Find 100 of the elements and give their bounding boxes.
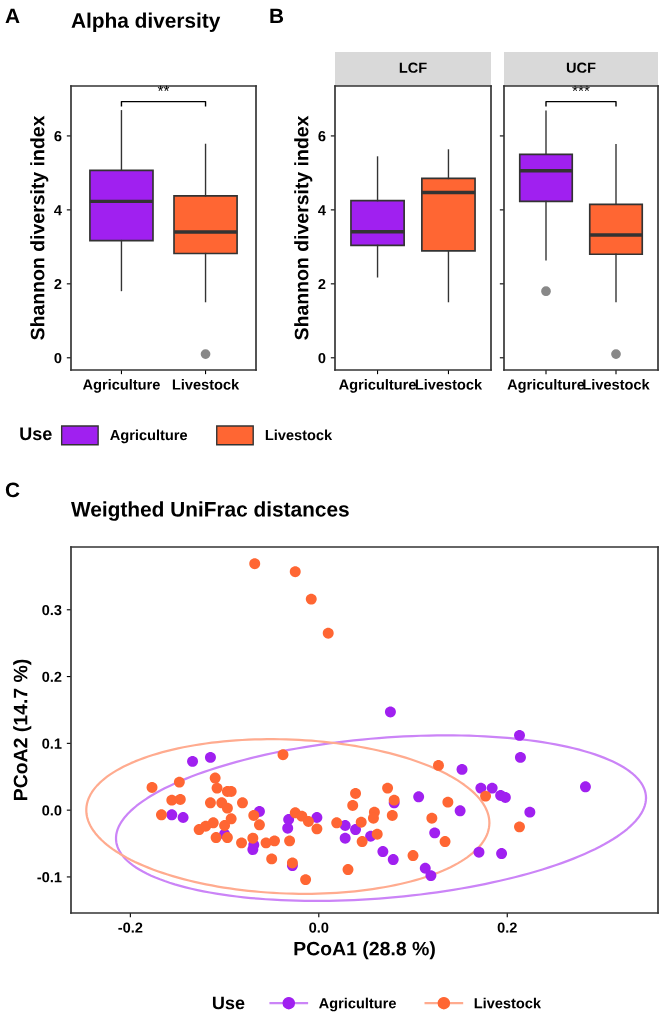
- point: [384, 706, 396, 718]
- point: [210, 832, 222, 843]
- chart-title: Weigthed UniFrac distances: [71, 501, 349, 521]
- legend-title: Use: [20, 427, 52, 441]
- x-tick-label: 0.2: [497, 922, 517, 933]
- chart-title: Alpha diversity: [71, 12, 221, 32]
- point: [284, 835, 296, 847]
- y-tick-label: 6: [54, 131, 62, 142]
- point: [187, 755, 199, 767]
- point: [146, 781, 158, 793]
- point: [475, 782, 487, 794]
- point: [289, 566, 301, 578]
- point: [442, 796, 454, 808]
- text: B: [270, 8, 284, 24]
- y-axis-title: PCoA2 (14.7 %): [13, 659, 32, 801]
- point: [302, 816, 314, 827]
- point: [350, 787, 362, 799]
- point: [473, 846, 485, 858]
- point: [237, 797, 248, 809]
- point: [173, 776, 185, 788]
- point: [331, 817, 343, 829]
- point: [166, 809, 178, 821]
- point: [382, 782, 394, 794]
- point: [456, 763, 468, 775]
- point: [311, 812, 323, 823]
- y-tick-label: 0.2: [42, 671, 62, 682]
- point: [339, 832, 351, 844]
- point: [248, 810, 260, 821]
- point: [155, 809, 167, 821]
- point: [174, 793, 186, 805]
- point: [247, 832, 259, 844]
- y-tick-label: 0.0: [42, 805, 62, 816]
- point: [204, 797, 216, 809]
- point: [514, 821, 525, 833]
- x-tick-label: Agriculture: [82, 379, 160, 393]
- point: [225, 813, 237, 825]
- point: [579, 781, 591, 793]
- text: A: [5, 8, 20, 24]
- point: [311, 823, 323, 835]
- point: [429, 827, 441, 839]
- point: [305, 593, 317, 605]
- point: [480, 790, 492, 802]
- point: [413, 791, 425, 803]
- y-axis-title: Shannon diversity index: [30, 115, 49, 340]
- point: [486, 782, 498, 794]
- point: [496, 848, 508, 860]
- point: [209, 772, 221, 784]
- chart-subtitle: UCF: [566, 62, 596, 73]
- x-axis-title: PCoA1 (28.8 %): [294, 941, 435, 960]
- point: [407, 850, 419, 862]
- point: [524, 806, 536, 818]
- point: [300, 874, 312, 886]
- point: [514, 729, 525, 741]
- point: [355, 816, 367, 828]
- point: [204, 751, 216, 763]
- legend-label: Agriculture: [110, 429, 188, 444]
- x-tick-label: Livestock: [415, 379, 483, 390]
- x-tick-label: Agriculture: [339, 379, 416, 393]
- x-tick-label: Livestock: [583, 379, 650, 390]
- point: [221, 802, 233, 814]
- legend-label: Livestock: [265, 429, 333, 441]
- y-tick-label: 6: [318, 131, 326, 142]
- point: [356, 836, 368, 847]
- y-tick-label: 0: [318, 352, 326, 364]
- point: [221, 832, 233, 843]
- y-tick-label: -0.1: [37, 872, 62, 883]
- point: [253, 819, 265, 831]
- y-tick-label: 0.3: [42, 604, 62, 616]
- point: [425, 870, 437, 882]
- y-tick-label: 2: [54, 278, 62, 290]
- x-tick-label: Agriculture: [507, 379, 585, 393]
- point: [377, 846, 389, 858]
- legend-label: Agriculture: [319, 997, 396, 1012]
- point: [282, 822, 294, 834]
- legend-title: Use: [212, 996, 245, 1010]
- point: [342, 864, 354, 876]
- point: [207, 817, 219, 829]
- point: [454, 805, 466, 817]
- point: [419, 862, 431, 874]
- text: C: [5, 482, 20, 498]
- annotation: **: [157, 85, 170, 92]
- point: [249, 558, 261, 570]
- x-tick-label: -0.2: [118, 922, 143, 933]
- y-tick-label: 4: [318, 205, 326, 216]
- point: [347, 800, 359, 811]
- legend-label: Livestock: [474, 997, 542, 1009]
- y-tick-label: 2: [318, 278, 326, 290]
- x-tick-label: Livestock: [172, 379, 240, 390]
- point: [439, 836, 451, 847]
- point: [387, 854, 399, 866]
- point: [322, 627, 334, 639]
- y-axis-title: Shannon diversity index: [294, 115, 313, 340]
- y-tick-label: 0.1: [42, 738, 62, 749]
- point: [260, 837, 272, 849]
- point: [236, 837, 248, 849]
- annotation: ***: [572, 85, 590, 92]
- point: [277, 749, 289, 761]
- point: [211, 782, 223, 794]
- y-tick-label: 4: [54, 205, 62, 216]
- chart-subtitle: LCF: [399, 62, 427, 73]
